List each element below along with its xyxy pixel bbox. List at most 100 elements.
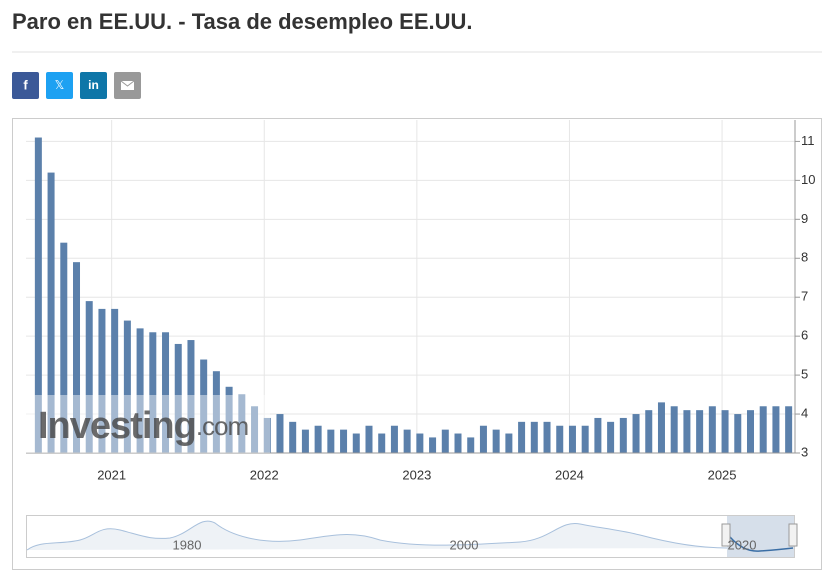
bar bbox=[492, 429, 500, 453]
bar bbox=[568, 425, 576, 453]
bar bbox=[390, 425, 398, 453]
bar bbox=[607, 421, 615, 453]
bar bbox=[136, 328, 144, 453]
share-button[interactable] bbox=[46, 72, 73, 99]
bar bbox=[734, 414, 742, 453]
bar bbox=[479, 425, 487, 453]
bar bbox=[467, 437, 475, 453]
share-label: 𝕏 bbox=[55, 78, 65, 92]
bar bbox=[187, 340, 195, 453]
navigator-label: 2020 bbox=[728, 537, 757, 552]
y-tick-label: 10 bbox=[801, 172, 815, 187]
y-tick-label: 3 bbox=[801, 444, 808, 459]
bar bbox=[212, 371, 220, 453]
y-tick-label: 8 bbox=[801, 250, 808, 265]
plot: 3 4 5 6 7 8 9 10 11 2021 2022 2023 2024 2025 Investing… bbox=[26, 120, 815, 482]
bar bbox=[301, 429, 309, 453]
bar bbox=[73, 262, 81, 453]
bar bbox=[238, 394, 246, 453]
bar bbox=[327, 429, 335, 453]
x-tick-label: 2022 bbox=[250, 467, 279, 482]
share-linkedin[interactable]: in bbox=[80, 72, 107, 99]
bar bbox=[365, 425, 373, 453]
bar bbox=[314, 425, 322, 453]
bar bbox=[518, 421, 526, 453]
bar bbox=[759, 406, 767, 453]
x-tick-label: 2025 bbox=[708, 467, 737, 482]
y-tick-label: 7 bbox=[801, 289, 808, 304]
x-tick-label: 2021 bbox=[97, 467, 126, 482]
navigator-range[interactable] bbox=[727, 516, 794, 557]
bar bbox=[772, 406, 780, 453]
bar bbox=[645, 410, 653, 453]
watermark-band bbox=[26, 395, 270, 453]
watermark-suffix: .com bbox=[196, 411, 248, 441]
bar bbox=[543, 421, 551, 453]
bar bbox=[263, 417, 271, 453]
y-tick-label: 5 bbox=[801, 367, 808, 382]
navigator-handle[interactable] bbox=[788, 523, 798, 547]
bar bbox=[721, 410, 729, 453]
share-x[interactable]: 𝕏 bbox=[46, 72, 73, 99]
bar bbox=[619, 417, 627, 453]
chart-title: Paro en EE.UU. - Tasa de desempleo EE.UU… bbox=[12, 9, 473, 34]
bar bbox=[657, 402, 665, 453]
bar bbox=[251, 406, 259, 453]
bar bbox=[696, 410, 704, 453]
share-button[interactable] bbox=[80, 72, 107, 99]
bar bbox=[632, 414, 640, 453]
bar bbox=[670, 406, 678, 453]
bar bbox=[162, 332, 170, 453]
bar bbox=[378, 433, 386, 453]
navigator-line bbox=[26, 520, 728, 551]
bar bbox=[352, 433, 360, 453]
share-label: f bbox=[23, 77, 28, 92]
bar bbox=[454, 433, 462, 453]
bar bbox=[123, 320, 131, 453]
share-facebook[interactable]: f bbox=[12, 72, 39, 99]
y-tick-label: 6 bbox=[801, 328, 808, 343]
bar bbox=[34, 137, 42, 454]
mail-icon bbox=[120, 80, 135, 87]
bar bbox=[594, 417, 602, 453]
bar bbox=[174, 343, 182, 453]
navigator-selected-line bbox=[729, 536, 794, 552]
bar bbox=[785, 406, 793, 453]
bar bbox=[225, 386, 233, 453]
bar bbox=[276, 414, 284, 453]
y-tick-label: 11 bbox=[801, 133, 815, 148]
bar bbox=[340, 429, 348, 453]
bar bbox=[746, 410, 754, 453]
navigator bbox=[26, 515, 795, 558]
bar bbox=[505, 433, 513, 453]
navigator-handle[interactable] bbox=[721, 523, 731, 547]
bar bbox=[98, 308, 106, 453]
navigator-label: 1980 bbox=[173, 537, 202, 552]
share-button[interactable] bbox=[12, 72, 39, 99]
bar bbox=[200, 359, 208, 453]
bar bbox=[289, 421, 297, 453]
bar bbox=[556, 425, 564, 453]
y-tick-label: 4 bbox=[801, 405, 808, 420]
navigator-label: 2000 bbox=[450, 537, 479, 552]
bar bbox=[47, 172, 55, 453]
bar bbox=[708, 406, 716, 453]
bar bbox=[581, 425, 589, 453]
share-mail[interactable] bbox=[114, 72, 141, 99]
x-tick-label: 2023 bbox=[402, 467, 431, 482]
bar bbox=[60, 242, 68, 453]
bar bbox=[416, 433, 424, 453]
bar bbox=[683, 410, 691, 453]
bar bbox=[441, 429, 449, 453]
watermark-text: Investing bbox=[38, 405, 196, 447]
bar bbox=[530, 421, 538, 453]
bar bbox=[429, 437, 437, 453]
x-tick-label: 2024 bbox=[555, 467, 584, 482]
bar bbox=[403, 429, 411, 453]
bar bbox=[149, 332, 157, 453]
bar bbox=[111, 308, 119, 453]
share-label: in bbox=[88, 78, 99, 92]
bar bbox=[85, 301, 93, 453]
watermark: Investing.com bbox=[38, 405, 248, 447]
